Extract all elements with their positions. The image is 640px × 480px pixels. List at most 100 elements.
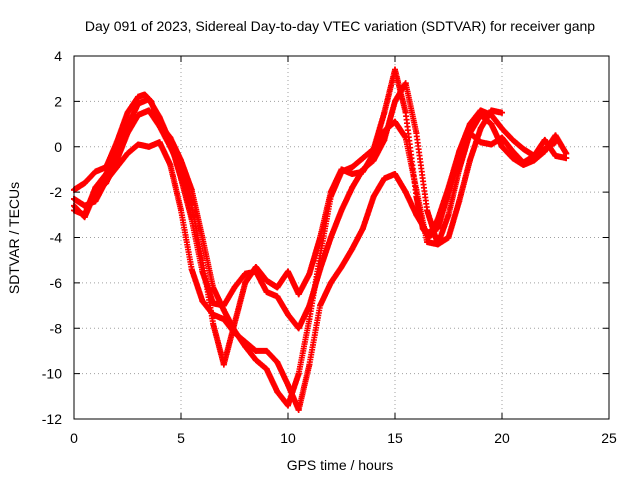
data-point <box>563 150 570 157</box>
data-point <box>520 146 527 153</box>
data-point <box>145 143 152 150</box>
data-point <box>424 239 431 246</box>
data-point <box>509 148 516 155</box>
data-point <box>499 134 505 141</box>
data-point <box>466 157 473 164</box>
data-point <box>242 338 249 345</box>
data-point <box>413 130 420 137</box>
y-axis-label: SDTVAR / TECUs <box>6 182 22 294</box>
y-tick-label: -12 <box>42 411 62 427</box>
y-tick-label: 0 <box>54 139 62 155</box>
data-point <box>306 316 313 323</box>
data-point <box>285 381 291 388</box>
data-point <box>135 93 142 100</box>
data-point <box>477 125 484 132</box>
data-point <box>263 288 270 295</box>
data-point <box>210 320 217 327</box>
chart-title: Day 091 of 2023, Sidereal Day-to-day VTE… <box>85 18 595 34</box>
data-point <box>349 245 356 252</box>
data-point <box>124 123 131 130</box>
data-point <box>520 159 527 166</box>
data-point <box>456 198 463 205</box>
data-point <box>295 291 302 298</box>
data-point <box>370 157 377 164</box>
data-point <box>135 100 142 107</box>
data-point <box>145 96 152 103</box>
x-tick-label: 5 <box>177 430 185 446</box>
data-point <box>499 125 505 132</box>
data-point <box>466 130 473 137</box>
data-point <box>477 111 484 118</box>
x-tick-label: 10 <box>280 430 296 446</box>
data-point <box>252 347 259 354</box>
data-point <box>274 293 281 300</box>
data-point <box>327 279 334 286</box>
data-point <box>210 311 217 318</box>
data-point <box>552 132 559 139</box>
data-point <box>306 361 313 368</box>
data-point <box>317 266 324 273</box>
y-tick-label: -4 <box>50 230 63 246</box>
data-point <box>434 241 441 248</box>
data-point <box>413 186 420 193</box>
data-point <box>220 302 227 309</box>
data-point <box>359 155 366 162</box>
data-point <box>113 150 120 157</box>
data-point <box>488 121 495 128</box>
data-point <box>499 109 505 116</box>
data-point <box>402 189 409 196</box>
data-point <box>124 109 131 116</box>
data-point <box>327 234 334 241</box>
data-point <box>167 139 174 146</box>
data-point <box>392 98 398 105</box>
data-point <box>509 136 516 143</box>
data-point <box>552 139 559 146</box>
data-point <box>295 406 302 413</box>
axis-ticks: 0 5 10 15 20 25 -12 -10 -8 -6 -4 -2 0 2 4 <box>42 48 617 446</box>
data-point <box>252 268 259 275</box>
data-points <box>71 66 570 413</box>
data-point <box>220 316 227 323</box>
data-point <box>145 107 152 114</box>
data-point <box>178 175 184 182</box>
data-point <box>285 311 291 318</box>
x-tick-label: 0 <box>70 430 78 446</box>
data-point <box>445 211 452 218</box>
data-point <box>370 193 377 200</box>
y-tick-label: -2 <box>50 184 63 200</box>
data-point <box>359 225 366 232</box>
data-point <box>231 329 238 336</box>
data-point <box>210 300 217 307</box>
data-point <box>285 402 291 409</box>
data-point <box>210 284 217 291</box>
data-point <box>413 211 420 218</box>
data-point <box>327 189 334 196</box>
data-point <box>285 268 291 275</box>
data-point <box>317 234 324 241</box>
data-point <box>531 152 538 159</box>
data-point <box>141 91 148 98</box>
data-point <box>381 175 388 182</box>
data-point <box>402 134 409 141</box>
x-tick-label: 20 <box>494 430 510 446</box>
data-point <box>103 170 110 177</box>
data-point <box>167 161 174 168</box>
data-point <box>295 370 302 377</box>
data-point <box>252 357 259 364</box>
data-point <box>188 266 195 273</box>
data-point <box>424 229 431 236</box>
data-point <box>188 216 195 223</box>
data-point <box>349 184 356 191</box>
data-point <box>156 114 163 121</box>
series-4 <box>71 80 505 332</box>
data-point <box>349 164 356 171</box>
y-tick-label: 4 <box>54 48 62 64</box>
series-3 <box>71 130 559 413</box>
x-tick-label: 25 <box>601 430 617 446</box>
data-point <box>456 152 463 159</box>
data-point <box>231 284 238 291</box>
data-point <box>359 166 366 173</box>
data-point <box>81 180 88 187</box>
y-tick-label: -8 <box>50 320 63 336</box>
